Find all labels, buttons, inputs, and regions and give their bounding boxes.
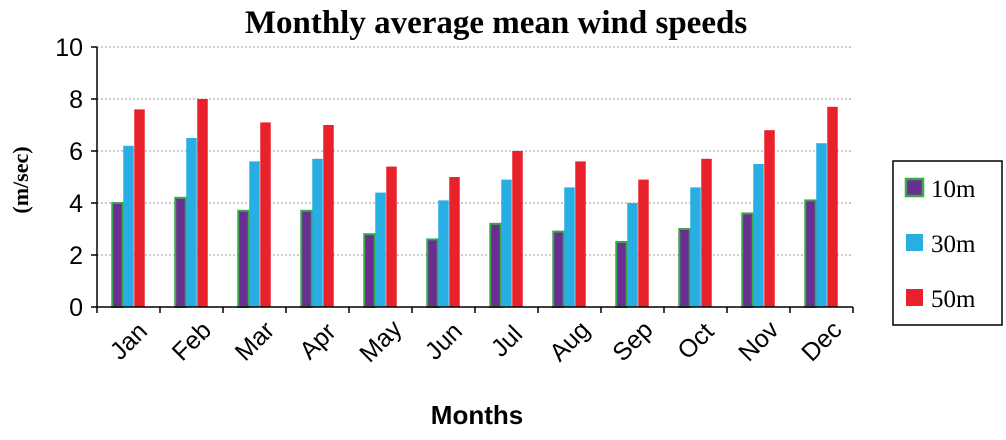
bar-50m-Apr <box>323 125 334 307</box>
bar-10m-Aug <box>552 230 565 309</box>
x-tick-label: Jan <box>105 317 153 365</box>
x-tick-label: Mar <box>230 316 280 366</box>
x-tick-label: Jun <box>420 317 468 365</box>
y-tick-label: 8 <box>69 86 83 114</box>
bar-30m-Sep <box>627 203 638 307</box>
y-tick-label: 4 <box>69 190 83 218</box>
bar-10m-Dec <box>804 199 817 308</box>
bar-30m-Dec <box>816 143 827 307</box>
legend-label-50m: 50m <box>931 286 976 313</box>
bar-10m-Jan <box>111 202 124 308</box>
bar-10m-Oct <box>678 228 691 308</box>
axes <box>91 46 854 313</box>
x-tick-label: Aug <box>544 316 595 367</box>
bar-10m-Nov <box>741 212 754 308</box>
legend-label-10m: 10m <box>931 176 976 203</box>
bar-30m-Jul <box>501 179 512 307</box>
bar-10m-May <box>363 233 376 308</box>
bar-10m-Feb <box>174 196 187 308</box>
bar-30m-Feb <box>186 138 197 307</box>
y-tick-label: 0 <box>69 294 83 322</box>
x-tick-label: Jul <box>486 320 528 362</box>
bar-50m-Sep <box>638 179 649 307</box>
y-axis-label: (m/sec) <box>8 146 33 213</box>
bar-10m-Sep <box>615 241 628 308</box>
x-tick-label: Apr <box>294 318 341 365</box>
bar-50m-Mar <box>260 122 271 308</box>
x-tick-label: Feb <box>167 316 217 366</box>
bar-30m-Mar <box>249 161 260 307</box>
chart-title: Monthly average mean wind speeds <box>245 5 747 41</box>
bar-50m-Nov <box>764 130 775 307</box>
bar-50m-May <box>386 166 397 307</box>
x-tick-label: Nov <box>733 315 785 367</box>
bar-30m-Nov <box>753 164 764 307</box>
bar-50m-Feb <box>197 99 208 307</box>
y-tick-label: 2 <box>69 242 83 270</box>
legend: 10m 30m 50m <box>892 160 1003 326</box>
bar-50m-Oct <box>701 158 712 307</box>
bar-10m-Mar <box>237 209 250 308</box>
y-tick-label: 6 <box>69 138 83 166</box>
bar-10m-Jul <box>489 222 502 308</box>
x-tick-label: Dec <box>796 316 847 367</box>
y-tick-label: 10 <box>55 34 83 62</box>
bar-30m-Jan <box>123 145 134 307</box>
bar-10m-Apr <box>300 209 313 308</box>
x-axis-label: Months <box>431 400 523 430</box>
bar-30m-Apr <box>312 158 323 307</box>
legend-label-30m: 30m <box>931 231 976 258</box>
gridlines <box>97 46 853 256</box>
legend-swatch-30m <box>906 234 923 251</box>
legend-swatch-10m <box>904 177 925 198</box>
bar-30m-May <box>375 192 386 307</box>
x-tick-label: Oct <box>672 318 719 365</box>
bar-50m-Jul <box>512 151 523 307</box>
x-tick-label: May <box>354 314 408 368</box>
legend-swatch-50m <box>906 289 923 306</box>
bar-50m-Aug <box>575 161 586 307</box>
bar-30m-Oct <box>690 187 701 307</box>
bar-50m-Jun <box>449 177 460 307</box>
bar-50m-Dec <box>827 106 838 307</box>
bar-50m-Jan <box>134 109 145 308</box>
bar-30m-Jun <box>438 200 449 307</box>
x-tick-label: Sep <box>607 316 658 367</box>
bar-30m-Aug <box>564 187 575 307</box>
bar-10m-Jun <box>426 238 439 308</box>
